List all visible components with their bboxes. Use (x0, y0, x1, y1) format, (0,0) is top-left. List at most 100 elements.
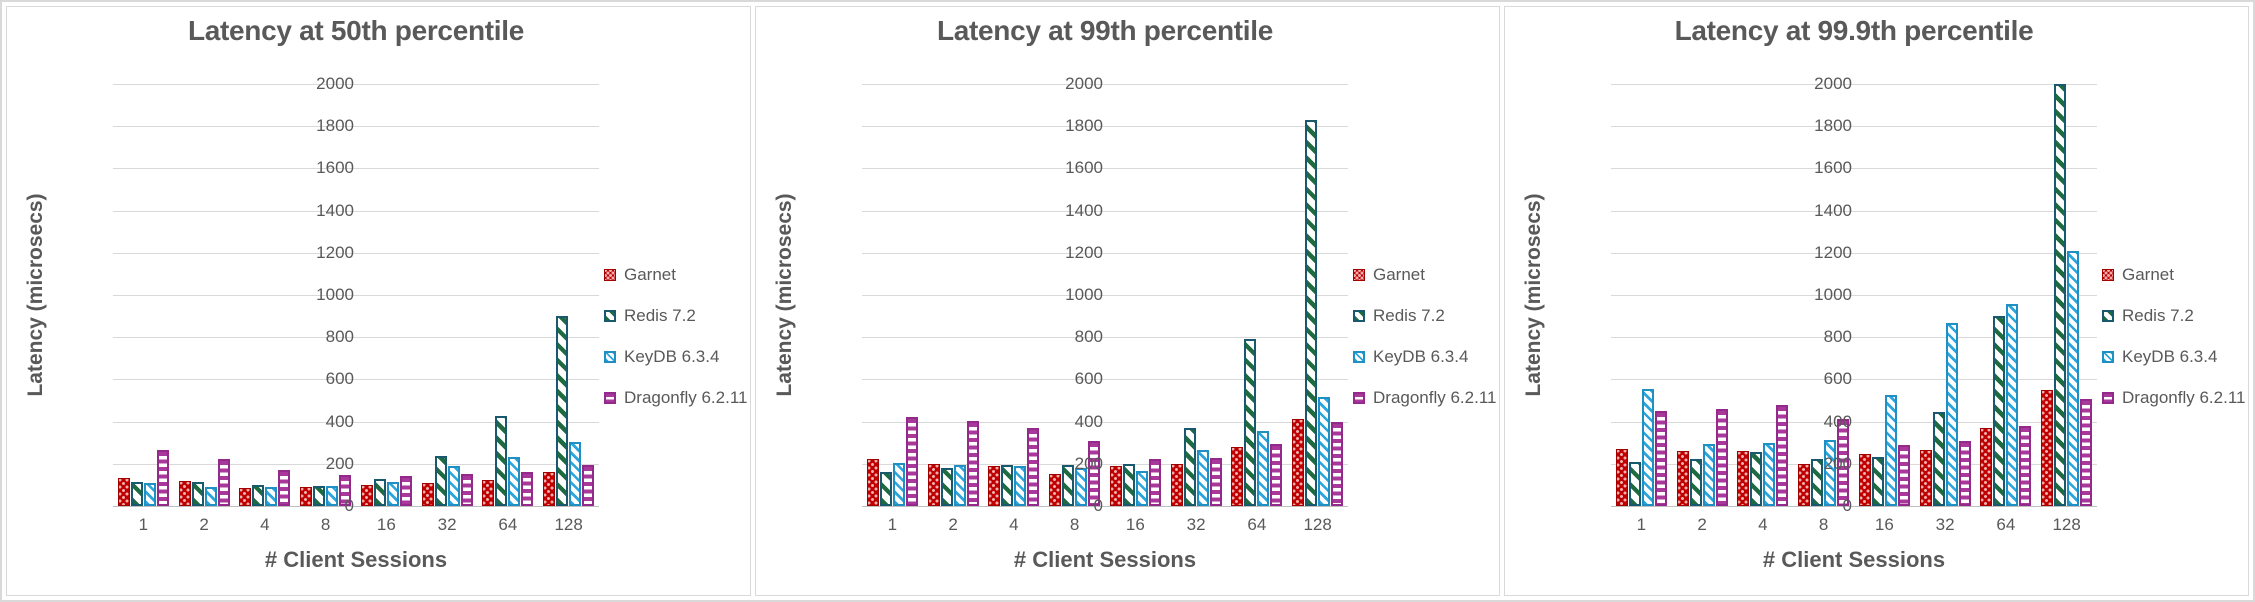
bar-redis-4 (1001, 465, 1014, 506)
legend-item-dragonfly: Dragonfly 6.2.11 (604, 388, 747, 408)
y-axis-title: Latency (microsecs) (24, 193, 47, 397)
bar-keydb-4 (1014, 466, 1027, 506)
bar-garnet-32 (1919, 450, 1932, 506)
bar-garnet-16 (1109, 466, 1122, 506)
gridline-1600 (1611, 168, 2097, 170)
y-tick-label: 1800 (1814, 116, 1852, 136)
x-tick-label-2: 2 (948, 515, 958, 534)
bar-garnet-64 (1231, 447, 1244, 506)
gridline-1400 (113, 210, 599, 212)
bar-keydb-32 (1945, 323, 1958, 506)
x-tick-label-8: 8 (1069, 515, 1080, 534)
chart-title: Latency at 99th percentile (936, 15, 1274, 46)
legend-item-keydb: KeyDB 6.3.4 (604, 347, 747, 367)
bar-redis-128 (556, 316, 569, 506)
gridline-1200 (113, 252, 599, 254)
chart-panel-3: Latency at 99.9th percentile Latency (mi… (1504, 6, 2249, 596)
bar-redis-8 (1811, 459, 1824, 506)
x-tick-label-4: 4 (1009, 515, 1019, 534)
bar-garnet-1 (1615, 449, 1628, 506)
bar-keydb-2 (953, 465, 966, 506)
x-tick-label-8: 8 (1818, 515, 1829, 534)
gridline-1600 (862, 168, 1348, 170)
bar-garnet-2 (178, 481, 191, 506)
bar-redis-16 (1122, 464, 1135, 506)
legend-item-garnet: Garnet (1353, 265, 1496, 285)
x-tick-label-2: 2 (199, 515, 209, 534)
bar-keydb-4 (1763, 443, 1776, 506)
chart-panel-1: Latency at 50th percentile Latency (micr… (6, 6, 751, 596)
bar-dragonfly-1 (1654, 411, 1667, 506)
y-tick-label: 200 (1074, 453, 1103, 473)
legend-label: Dragonfly 6.2.11 (2122, 388, 2246, 407)
legend-label: Dragonfly 6.2.11 (1373, 388, 1497, 407)
x-tick-label-2: 2 (1697, 515, 1707, 534)
legend-label: Redis 7.2 (1373, 306, 1445, 325)
legend-item-keydb: KeyDB 6.3.4 (1353, 347, 1496, 367)
legend-label: Garnet (2122, 265, 2174, 284)
bar-redis-64 (495, 416, 508, 506)
y-tick-label: 1600 (1065, 158, 1103, 178)
bar-redis-8 (1062, 465, 1075, 506)
bar-keydb-16 (386, 482, 399, 506)
y-tick-label: 0 (344, 496, 354, 515)
x-axis-title: # Client Sessions (1013, 547, 1197, 572)
x-tick-label-128: 128 (554, 515, 583, 534)
gridline-600 (862, 379, 1348, 381)
legend-label: Redis 7.2 (2122, 306, 2194, 325)
bar-dragonfly-64 (1270, 444, 1283, 506)
gridline-1400 (1611, 210, 2097, 212)
gridline-800 (862, 337, 1348, 339)
bar-garnet-128 (543, 472, 556, 506)
dragonfly-swatch-icon (1353, 392, 1365, 404)
legend-label: Garnet (1373, 265, 1425, 284)
gridline-1200 (1611, 252, 2097, 254)
bar-keydb-1 (892, 463, 905, 506)
plot-area (1611, 84, 2097, 507)
legend-item-redis: Redis 7.2 (604, 306, 747, 326)
y-tick-label: 1000 (1814, 285, 1852, 304)
y-tick-label: 1200 (316, 242, 354, 262)
x-tick-label-128: 128 (2052, 515, 2081, 534)
y-tick-label: 1800 (316, 116, 354, 136)
y-tick-label: 800 (1074, 327, 1103, 347)
bar-garnet-128 (2041, 390, 2054, 506)
bar-dragonfly-8 (1837, 419, 1850, 506)
bar-dragonfly-128 (582, 465, 595, 506)
y-tick-label: 2000 (316, 74, 354, 93)
x-tick-label-1: 1 (1636, 515, 1647, 534)
bar-keydb-1 (143, 483, 156, 506)
redis-swatch-icon (604, 310, 616, 322)
chart-title: Latency at 99.9th percentile (1674, 15, 2034, 46)
legend-item-redis: Redis 7.2 (2102, 306, 2245, 326)
x-tick-label-4: 4 (1758, 515, 1768, 534)
bar-garnet-64 (482, 480, 495, 506)
y-axis-title: Latency (microsecs) (1522, 193, 1545, 397)
bar-garnet-4 (239, 488, 252, 506)
bar-keydb-64 (508, 457, 521, 506)
bar-dragonfly-32 (1209, 458, 1222, 506)
bar-garnet-128 (1292, 419, 1305, 506)
legend-item-redis: Redis 7.2 (1353, 306, 1496, 326)
bar-keydb-4 (265, 487, 278, 506)
bar-garnet-32 (421, 483, 434, 506)
y-tick-label: 0 (1093, 496, 1103, 515)
bar-redis-8 (313, 486, 326, 506)
bar-redis-32 (1932, 412, 1945, 506)
bar-keydb-64 (1257, 431, 1270, 506)
bar-redis-32 (1183, 428, 1196, 506)
y-tick-label: 1400 (316, 200, 354, 220)
y-tick-label: 0 (1842, 496, 1852, 515)
bar-redis-64 (1244, 339, 1257, 506)
keydb-swatch-icon (2102, 351, 2114, 363)
bar-redis-64 (1993, 316, 2006, 506)
legend: Garnet Redis 7.2 KeyDB 6.3.4 Dragonfly 6.2.… (1353, 265, 1496, 429)
bar-redis-16 (373, 479, 386, 506)
y-tick-label: 1800 (1065, 116, 1103, 136)
legend-item-dragonfly: Dragonfly 6.2.11 (2102, 388, 2245, 408)
gridline-400 (862, 421, 1348, 423)
bar-keydb-8 (326, 486, 339, 506)
bar-keydb-1 (1641, 389, 1654, 506)
bar-redis-4 (1750, 452, 1763, 506)
